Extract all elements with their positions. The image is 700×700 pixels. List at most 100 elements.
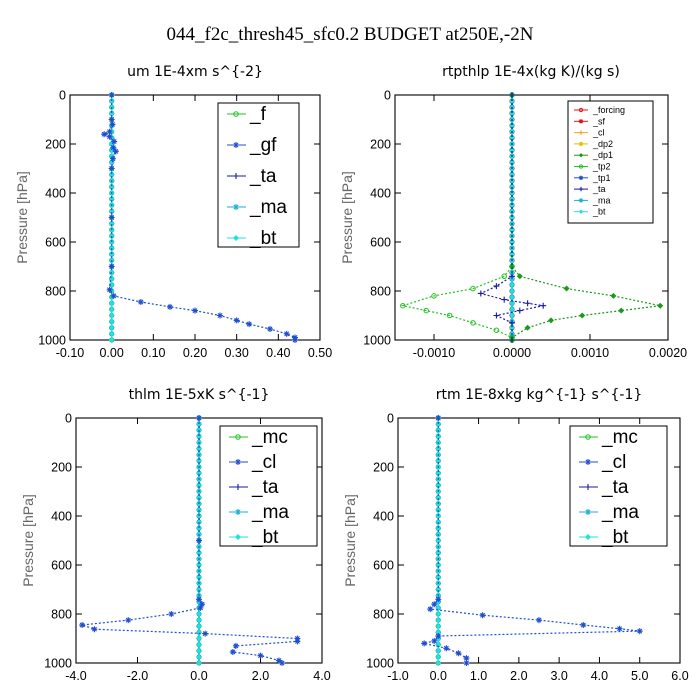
plot-frame <box>394 94 669 341</box>
y-tick-label: 0 <box>59 89 66 103</box>
x-tick-label: 2.0 <box>252 669 269 683</box>
plot-frame <box>397 417 681 664</box>
series-markers <box>477 92 547 343</box>
y-tick-label: 0 <box>387 412 394 426</box>
legend-label: _tp2 <box>592 162 611 172</box>
y-axis-label: Pressure [hPa] <box>14 171 30 264</box>
legend-label: _ma <box>251 502 289 523</box>
x-tick-label: 0.0020 <box>649 346 687 360</box>
chart-title: um 1E-4xm s^{-2} <box>127 64 263 80</box>
legend-label: _sf <box>592 116 606 126</box>
x-tick-label: 3.0 <box>550 669 567 683</box>
y-axis-label: Pressure [hPa] <box>20 494 36 587</box>
y-tick-label: 200 <box>373 461 394 475</box>
x-tick-label: -1.0 <box>387 669 409 683</box>
legend: _mc _cl _ta _ma _bt <box>569 425 668 548</box>
x-tick-label: 0.0000 <box>493 346 531 360</box>
x-tick-label: -2.0 <box>127 669 149 683</box>
legend-label: _ta <box>601 477 629 498</box>
x-tick-label: 0.30 <box>224 346 248 360</box>
x-tick-label: 0.0 <box>430 669 447 683</box>
chart-title: rtpthlp 1E-4x(kg K)/(kg s) <box>442 64 620 80</box>
chart-title: rtm 1E-8xkg kg^{-1} s^{-1} <box>436 387 643 403</box>
y-tick-label: 200 <box>45 138 66 152</box>
x-tick-label: -0.0010 <box>413 346 455 360</box>
y-tick-label: 400 <box>45 187 66 201</box>
legend-label: _mc <box>251 427 288 448</box>
series-line <box>424 418 640 663</box>
y-tick-label: 1000 <box>44 657 72 671</box>
legend-label: _ma <box>249 197 287 218</box>
y-tick-label: 200 <box>370 138 391 152</box>
y-tick-label: 200 <box>51 461 72 475</box>
y-tick-label: 800 <box>370 285 391 299</box>
legend-label: _gf <box>249 135 277 156</box>
y-tick-label: 600 <box>51 559 72 573</box>
legend-label: _dp2 <box>592 139 613 149</box>
series-line <box>400 95 513 340</box>
legend-label: _ta <box>249 166 277 187</box>
legend-label: _tp1 <box>592 173 611 183</box>
legend-label: _mc <box>601 427 638 448</box>
legend: _f _gf _ta _ma _bt <box>217 102 300 249</box>
x-tick-label: 0.10 <box>141 346 165 360</box>
y-axis-label: Pressure [hPa] <box>339 171 355 264</box>
legend-label: _bt <box>249 228 277 249</box>
y-tick-label: 1000 <box>38 334 66 348</box>
legend-label: _forcing <box>592 105 625 115</box>
x-tick-label: 0.00 <box>99 346 123 360</box>
y-tick-label: 800 <box>51 608 72 622</box>
legend: _forcing_sf _cl_dp2_dp1 _tp2_tp1_ta_ma _bt <box>567 100 654 224</box>
x-tick-label: 4.0 <box>591 669 608 683</box>
legend-label: _dp1 <box>592 150 613 160</box>
legend-label: _cl <box>592 128 605 138</box>
x-tick-label: -4.0 <box>65 669 87 683</box>
x-tick-label: 0.40 <box>266 346 290 360</box>
legend-label: _ta <box>251 477 279 498</box>
y-tick-label: 400 <box>370 187 391 201</box>
y-axis-label: Pressure [hPa] <box>342 494 358 587</box>
legend-label: _bt <box>592 207 606 217</box>
legend-label: _cl <box>251 452 276 473</box>
y-tick-label: 800 <box>373 608 394 622</box>
legend-label: _bt <box>601 527 629 548</box>
chart-title: thlm 1E-5xK s^{-1} <box>129 387 270 403</box>
y-tick-label: 600 <box>370 236 391 250</box>
y-tick-label: 400 <box>373 510 394 524</box>
x-tick-label: 2.0 <box>510 669 527 683</box>
chart-panel-2: rtpthlp 1E-4x(kg K)/(kg s) Pressure [hPa]… <box>339 64 687 360</box>
y-tick-label: 600 <box>373 559 394 573</box>
x-tick-label: 1.0 <box>470 669 487 683</box>
chart-panel-3: thlm 1E-5xK s^{-1} Pressure [hPa] -4.0 -2.0… <box>20 387 331 683</box>
legend-label: _bt <box>251 527 279 548</box>
series-markers <box>421 415 643 666</box>
series-gf <box>101 92 298 343</box>
series-ta <box>477 92 547 343</box>
legend-label: _f <box>249 104 267 125</box>
y-tick-label: 0 <box>384 89 391 103</box>
x-tick-label: 6.0 <box>671 669 688 683</box>
series-markers <box>79 415 301 666</box>
y-tick-label: 0 <box>65 412 72 426</box>
x-tick-label: 4.0 <box>313 669 330 683</box>
series-cl <box>421 415 643 666</box>
chart-panel-1: um 1E-4xm s^{-2} Pressure [hPa] -0.10 0.00 0… <box>14 64 332 360</box>
y-tick-label: 600 <box>45 236 66 250</box>
x-tick-label: 0.0 <box>190 669 207 683</box>
legend-label: _cl <box>601 452 626 473</box>
x-tick-label: 0.20 <box>183 346 207 360</box>
series-cl <box>79 415 301 666</box>
x-tick-label: 5.0 <box>631 669 648 683</box>
figure-title: 044_f2c_thresh45_sfc0.2 BUDGET at250E,-2… <box>167 24 534 45</box>
series-tp2 <box>400 92 515 343</box>
legend-label: _ta <box>592 184 606 194</box>
y-tick-label: 800 <box>45 285 66 299</box>
y-tick-label: 1000 <box>366 657 394 671</box>
legend: _mc _cl _ta _ma _bt <box>219 425 318 548</box>
chart-panel-4: rtm 1E-8xkg kg^{-1} s^{-1} Pressure [hPa]… <box>342 387 689 683</box>
legend-label: _ma <box>601 502 639 523</box>
y-tick-label: 400 <box>51 510 72 524</box>
x-tick-label: 0.0010 <box>571 346 609 360</box>
series-markers <box>400 92 515 343</box>
